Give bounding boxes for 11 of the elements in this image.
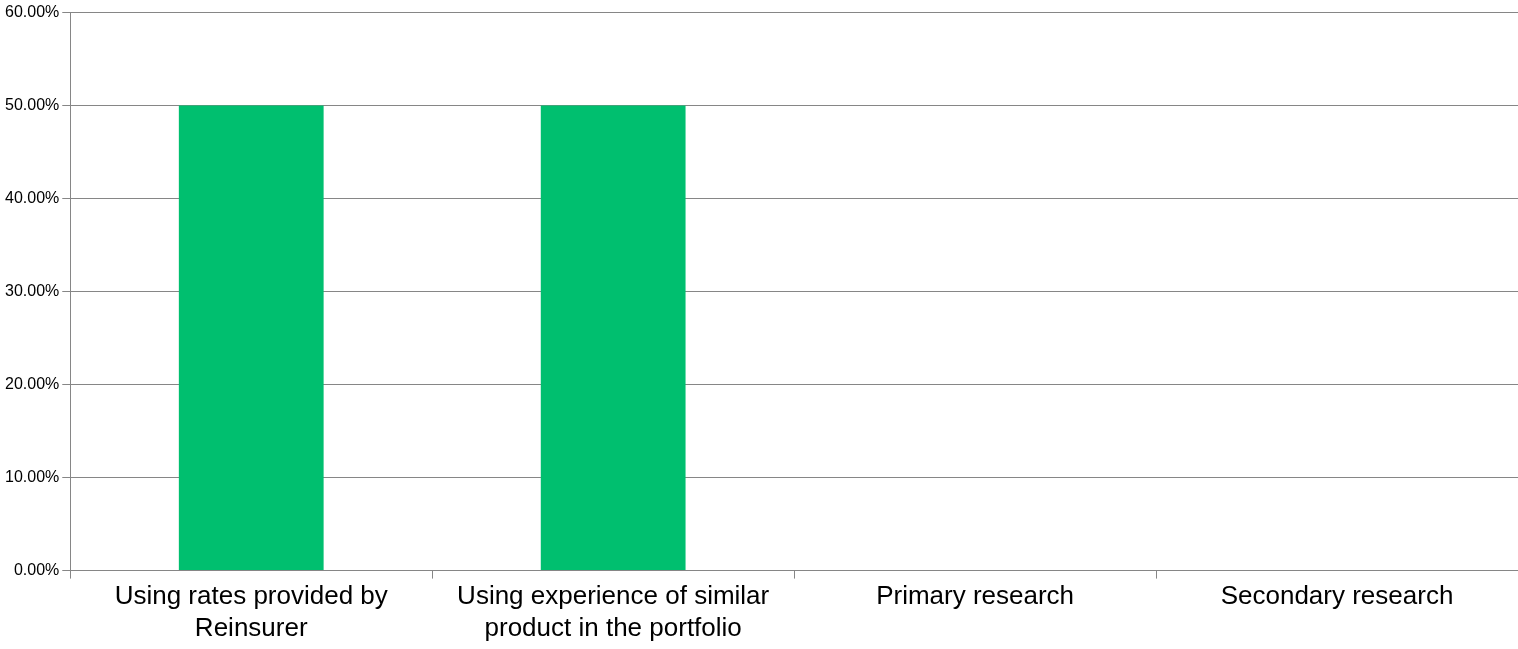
y-tick-label: 10.00% [5, 468, 60, 486]
x-tick-label: Primary research [876, 580, 1075, 611]
y-tick-label: 20.00% [5, 375, 60, 393]
y-tick-label: 60.00% [5, 3, 60, 21]
y-tick-label: 0.00% [13, 561, 60, 579]
x-tick-label: Using experience of similar product in the portfolio [457, 580, 770, 642]
x-tick-label: Using rates provided by Reinsurer [114, 580, 388, 642]
x-tick-label: Secondary research [1220, 580, 1454, 611]
y-tick-label: 50.00% [5, 96, 60, 114]
y-tick-label: 30.00% [5, 282, 60, 300]
y-tick-label: 40.00% [5, 189, 60, 207]
